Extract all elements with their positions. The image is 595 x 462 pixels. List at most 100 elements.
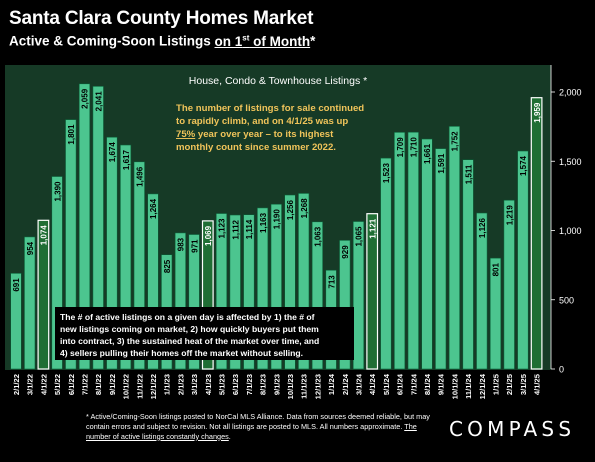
value-label-2-1-23: 983	[177, 237, 186, 251]
footnote: * Active/Coming-Soon listings posted to …	[86, 412, 431, 442]
note-line-3: into contract, 3) the sustained heat of …	[60, 336, 319, 346]
value-label-4-1-22: 1,074	[40, 225, 49, 246]
value-label-3-1-24: 1,065	[355, 226, 364, 247]
callout-line-3: 75% year over year – to its highest	[176, 129, 334, 140]
bar-4-1-23	[201, 220, 214, 370]
note-line-1: The # of active listings on a given day …	[60, 312, 315, 322]
x-tick-label-10-1-22: 10/1/22	[122, 374, 131, 399]
subtitle-underlined: on 1st of Month	[214, 33, 311, 49]
subtitle-text: Active & Coming-Soon Listings	[9, 33, 215, 49]
x-tick-label-6-1-22: 6/1/22	[67, 374, 76, 395]
bar-8-1-23	[256, 207, 269, 370]
value-label-2-1-22: 691	[12, 278, 21, 292]
value-label-10-1-23: 1,256	[286, 200, 295, 221]
note-box-background	[55, 307, 354, 360]
subtitle-underlined-text: on 1	[214, 33, 243, 49]
bar-12-1-23	[311, 221, 324, 370]
x-tick-label-4-1-22: 4/1/22	[39, 374, 48, 395]
x-tick-label-4-1-23: 4/1/23	[204, 374, 213, 395]
callout-line-1: The number of listings for sale continue…	[176, 103, 364, 114]
bar-9-1-23	[270, 203, 282, 370]
x-tick-label-3-1-24: 3/1/24	[355, 373, 364, 395]
bar-4-1-25	[530, 97, 543, 370]
value-label-11-1-22: 1,496	[136, 166, 145, 187]
bar-5-1-23	[215, 213, 228, 370]
callout-annotation: The number of listings for sale continue…	[176, 103, 364, 153]
bar-11-1-23	[298, 193, 310, 370]
x-tick-label-1-1-25: 1/1/25	[492, 373, 501, 395]
value-label-11-1-24: 1,511	[464, 164, 473, 184]
y-tick-label: 2,000	[559, 88, 582, 98]
bar-6-1-24	[393, 132, 406, 370]
value-label-1-1-23: 825	[163, 259, 172, 273]
bar-8-1-24	[421, 138, 433, 370]
note-box: The # of active listings on a given day …	[55, 307, 354, 360]
bar-3-1-24	[352, 221, 365, 370]
chart-title: House, Condo & Townhouse Listings *	[189, 75, 367, 87]
x-tick-label-9-1-22: 9/1/22	[108, 374, 117, 395]
note-line-2: new listings coming on market, 2) how qu…	[60, 324, 319, 334]
x-tick-label-8-1-22: 8/1/22	[94, 374, 103, 395]
bar-7-1-24	[407, 131, 419, 370]
value-label-7-1-23: 1,114	[245, 219, 254, 239]
bar-6-1-23	[229, 214, 241, 370]
y-tick-label: 1,500	[559, 157, 582, 167]
value-label-6-1-23: 1,112	[231, 219, 240, 239]
value-label-6-1-24: 1,709	[396, 137, 405, 158]
value-label-8-1-23: 1,163	[259, 212, 268, 233]
bar-3-1-22	[24, 236, 36, 370]
value-label-10-1-22: 1,617	[122, 150, 131, 171]
bar-7-1-22	[78, 83, 91, 370]
value-label-1-1-25: 801	[492, 263, 501, 277]
y-axis: 0 500 1,000 1,500 2,000	[550, 65, 582, 375]
bar-2-1-25	[503, 199, 515, 370]
value-label-11-1-23: 1,268	[300, 198, 309, 219]
value-label-2-1-25: 1,219	[505, 205, 514, 226]
bar-10-1-22	[120, 144, 132, 370]
bar-11-1-24	[462, 159, 474, 370]
value-label-3-1-25: 1,574	[519, 155, 528, 176]
x-tick-label-2-1-22: 2/1/22	[12, 374, 21, 395]
value-label-8-1-22: 2,041	[94, 91, 103, 112]
x-tick-label-7-1-22: 7/1/22	[81, 374, 90, 395]
subtitle-underlined-text-2: of Month	[249, 33, 311, 49]
x-tick-label-4-1-24: 4/1/24	[368, 373, 377, 395]
footnote-underlined: The number of active listings constantly…	[86, 421, 417, 441]
footnote-text: * Active/Coming-Soon listings posted to …	[86, 412, 430, 431]
x-tick-label-11-1-22: 11/1/22	[135, 374, 144, 399]
bar-7-1-23	[243, 214, 255, 370]
value-label-9-1-24: 1,591	[437, 153, 446, 174]
x-tick-label-6-1-23: 6/1/23	[231, 374, 240, 395]
bar-5-1-24	[380, 157, 392, 370]
x-tick-label-5-1-22: 5/1/22	[53, 374, 62, 395]
value-label-7-1-22: 2,059	[81, 88, 90, 109]
note-line-4: 4) sellers pulling their homes off the m…	[60, 348, 303, 358]
bar-2-1-23	[174, 232, 187, 370]
value-label-9-1-22: 1,674	[108, 142, 117, 163]
bar-11-1-22	[133, 161, 145, 370]
x-tick-label-12-1-22: 12/1/22	[149, 374, 158, 399]
subtitle-superscript: st	[242, 33, 250, 42]
value-label-3-1-23: 971	[190, 239, 199, 253]
x-tick-label-8-1-24: 8/1/24	[423, 373, 432, 395]
x-tick-label-5-1-24: 5/1/24	[382, 373, 391, 395]
value-label-3-1-22: 954	[26, 241, 35, 255]
x-tick-label-1-1-23: 1/1/23	[163, 374, 172, 395]
bar-6-1-22	[65, 119, 77, 370]
x-tick-label-3-1-22: 3/1/22	[26, 374, 35, 395]
callout-line-2: to rapidly climb, and on 4/1/25 was up	[176, 116, 348, 127]
x-tick-label-7-1-23: 7/1/23	[245, 374, 254, 395]
x-tick-label-6-1-24: 6/1/24	[396, 373, 405, 395]
bar-4-1-24	[366, 213, 379, 370]
value-label-12-1-22: 1,264	[149, 198, 158, 219]
value-label-1-1-24: 713	[327, 275, 336, 289]
x-tick-label-2-1-23: 2/1/23	[176, 374, 185, 395]
compass-logo: COMPASS	[449, 417, 576, 441]
bar-9-1-22	[106, 136, 118, 370]
value-label-4-1-23: 1,069	[204, 225, 213, 246]
bar-1-1-25	[489, 257, 502, 370]
value-label-4-1-25: 1,959	[533, 102, 542, 123]
y-tick-label: 500	[559, 295, 574, 305]
subtitle-asterisk: *	[310, 33, 316, 49]
bar-10-1-23	[284, 194, 296, 370]
